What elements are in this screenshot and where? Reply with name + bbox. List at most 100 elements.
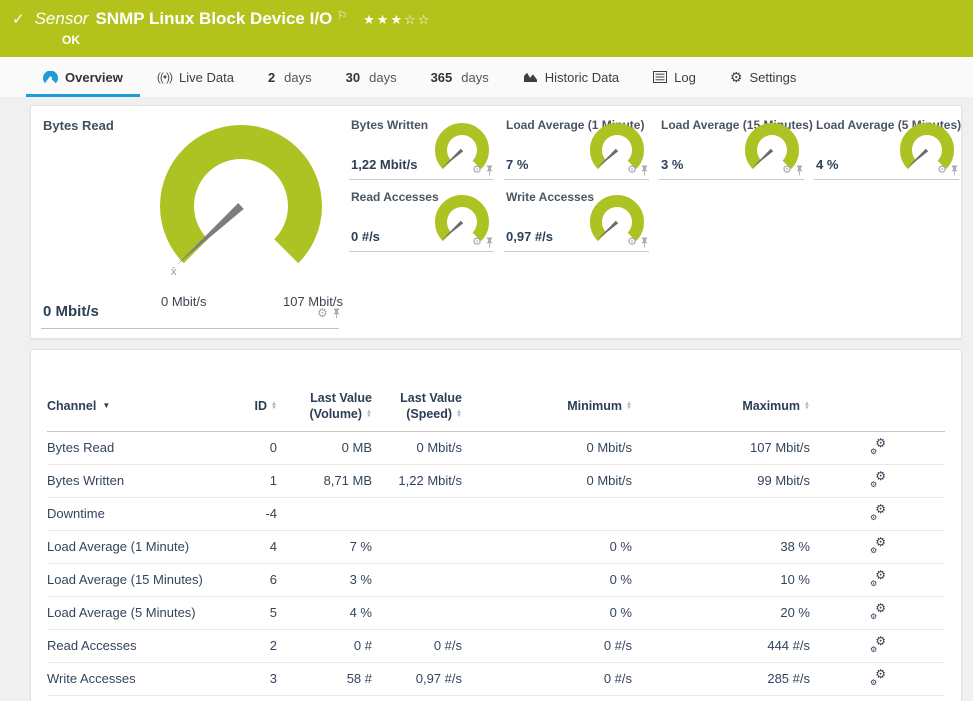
cell-channel: Bytes Read	[47, 440, 247, 455]
gauge-value: 4 %	[816, 157, 838, 172]
stars-filled[interactable]: ★★★	[363, 12, 404, 27]
cell-last-value-volume: 8,71 MB	[277, 473, 372, 488]
tab-log[interactable]: Log	[636, 57, 713, 97]
cell-id: -4	[247, 506, 277, 521]
tab-historic-data[interactable]: Historic Data	[506, 57, 636, 97]
small-gauge-load-average-5-minutes[interactable]: Load Average (5 Minutes)4 %⚙	[814, 108, 959, 180]
gauge-settings-icon[interactable]: ⚙	[627, 237, 637, 248]
flag-icon[interactable]: ⚐	[337, 9, 347, 22]
cell-last-value-speed: 0,97 #/s	[372, 671, 462, 686]
gauge-settings-icon[interactable]: ⚙	[472, 237, 482, 248]
edit-channel-gears-icon[interactable]: ⚙⚙	[869, 605, 886, 620]
tab-30-days[interactable]: 30 days	[329, 57, 414, 97]
column-header-id[interactable]: ID▲▼	[247, 398, 277, 414]
table-row: Read Accesses20 #0 #/s0 #/s444 #/s⚙⚙	[47, 630, 945, 663]
small-gauge-write-accesses[interactable]: Write Accesses0,97 #/s⚙	[504, 180, 649, 252]
stars-empty[interactable]: ☆☆	[404, 12, 431, 27]
sort-icon: ▲▼	[804, 402, 810, 410]
column-header-last-value-speed[interactable]: Last Value (Speed)▲▼	[372, 390, 462, 423]
tab-label: days	[284, 70, 311, 85]
cell-last-value-volume: 7 %	[277, 539, 372, 554]
column-header-channel[interactable]: Channel▼	[47, 398, 247, 414]
gauge-dial	[149, 118, 329, 288]
cell-minimum: 0 %	[462, 539, 632, 554]
edit-channel-gears-icon[interactable]: ⚙⚙	[869, 572, 886, 587]
cell-channel: Bytes Written	[47, 473, 247, 488]
cell-maximum: 10 %	[632, 572, 810, 587]
cell-last-value-volume: 0 MB	[277, 440, 372, 455]
cell-maximum: 38 %	[632, 539, 810, 554]
tab-label: days	[461, 70, 488, 85]
ok-check-icon: ✓	[12, 10, 25, 28]
gauge-pin-icon[interactable]	[795, 165, 804, 176]
small-gauge-read-accesses[interactable]: Read Accesses 0 #/s ⚙	[349, 180, 494, 252]
tab-number: 365	[431, 70, 453, 85]
object-kind-label: Sensor	[35, 9, 89, 29]
gauge-pin-icon[interactable]	[640, 165, 649, 176]
cell-minimum: 0 %	[462, 605, 632, 620]
edit-channel-gears-icon[interactable]: ⚙⚙	[869, 440, 886, 455]
gauge-min-label: 0 Mbit/s	[161, 294, 207, 309]
cell-edit: ⚙⚙	[810, 638, 945, 653]
gauge-settings-icon[interactable]: ⚙	[472, 165, 482, 176]
cell-id: 4	[247, 539, 277, 554]
edit-channel-gears-icon[interactable]: ⚙⚙	[869, 506, 886, 521]
small-gauge-load-average-15-minutes[interactable]: Load Average (15 Minutes)3 %⚙	[659, 108, 804, 180]
gauge-value: 0 Mbit/s	[43, 303, 99, 320]
tab-label: Overview	[65, 70, 123, 85]
sensor-title: SNMP Linux Block Device I/O	[95, 9, 332, 29]
tab-settings[interactable]: ⚙ Settings	[713, 57, 814, 97]
cell-maximum: 99 Mbit/s	[632, 473, 810, 488]
sort-desc-icon: ▼	[102, 401, 110, 411]
gauge-pin-icon[interactable]	[485, 165, 494, 176]
cell-minimum: 0 #/s	[462, 671, 632, 686]
tab-live-data[interactable]: ((•)) Live Data	[140, 57, 251, 97]
edit-channel-gears-icon[interactable]: ⚙⚙	[869, 638, 886, 653]
average-marker: x̄	[171, 266, 177, 278]
cell-minimum: 0 Mbit/s	[462, 440, 632, 455]
cell-edit: ⚙⚙	[810, 671, 945, 686]
tab-overview[interactable]: Overview	[26, 57, 140, 97]
cell-last-value-volume: 4 %	[277, 605, 372, 620]
tab-2-days[interactable]: 2 days	[251, 57, 329, 97]
cell-edit: ⚙⚙	[810, 473, 945, 488]
column-header-last-value-volume[interactable]: Last Value (Volume)▲▼	[277, 390, 372, 423]
tab-label: Historic Data	[545, 70, 619, 85]
table-row: Downtime-4⚙⚙	[47, 498, 945, 531]
gauge-settings-icon[interactable]: ⚙	[782, 165, 792, 176]
tab-label: Live Data	[179, 70, 234, 85]
cell-minimum: 0 %	[462, 572, 632, 587]
gauge-settings-icon[interactable]: ⚙	[317, 307, 328, 319]
gauge-value: 0 #/s	[351, 229, 380, 244]
gauge-pin-icon[interactable]	[485, 237, 494, 248]
cell-edit: ⚙⚙	[810, 605, 945, 620]
primary-gauge-bytes-read[interactable]: Bytes Read x̄ 0 Mbit/s 107 Mbit/s 0 Mbit…	[31, 106, 349, 338]
cell-last-value-volume: 3 %	[277, 572, 372, 587]
cell-maximum: 444 #/s	[632, 638, 810, 653]
cell-channel: Load Average (5 Minutes)	[47, 605, 247, 620]
gauge-pin-icon[interactable]	[950, 165, 959, 176]
cell-channel: Load Average (15 Minutes)	[47, 572, 247, 587]
small-gauge-bytes-written[interactable]: Bytes Written1,22 Mbit/s⚙	[349, 108, 494, 180]
column-header-maximum[interactable]: Maximum▲▼	[632, 398, 810, 414]
sensor-header: ✓ Sensor SNMP Linux Block Device I/O ⚐ ★…	[0, 0, 973, 57]
table-row: Bytes Read00 MB0 Mbit/s0 Mbit/s107 Mbit/…	[47, 432, 945, 465]
gauge-title: Read Accesses	[351, 190, 439, 204]
gauge-pin-icon[interactable]	[640, 237, 649, 248]
tab-label: Log	[674, 70, 696, 85]
cell-edit: ⚙⚙	[810, 440, 945, 455]
area-chart-icon	[523, 71, 538, 83]
tab-365-days[interactable]: 365 days	[414, 57, 506, 97]
priority-stars[interactable]: ★★★☆☆	[363, 12, 431, 28]
gauge-pin-icon[interactable]	[332, 308, 341, 319]
edit-channel-gears-icon[interactable]: ⚙⚙	[869, 539, 886, 554]
small-gauge-load-average-1-minute[interactable]: Load Average (1 Minute)7 %⚙	[504, 108, 649, 180]
cell-maximum: 285 #/s	[632, 671, 810, 686]
gauge-settings-icon[interactable]: ⚙	[627, 165, 637, 176]
gauge-value: 1,22 Mbit/s	[351, 157, 417, 172]
table-header-row: Channel▼ ID▲▼ Last Value (Volume)▲▼ Last…	[47, 390, 945, 432]
gauge-settings-icon[interactable]: ⚙	[937, 165, 947, 176]
edit-channel-gears-icon[interactable]: ⚙⚙	[869, 473, 886, 488]
column-header-minimum[interactable]: Minimum▲▼	[462, 398, 632, 414]
edit-channel-gears-icon[interactable]: ⚙⚙	[869, 671, 886, 686]
